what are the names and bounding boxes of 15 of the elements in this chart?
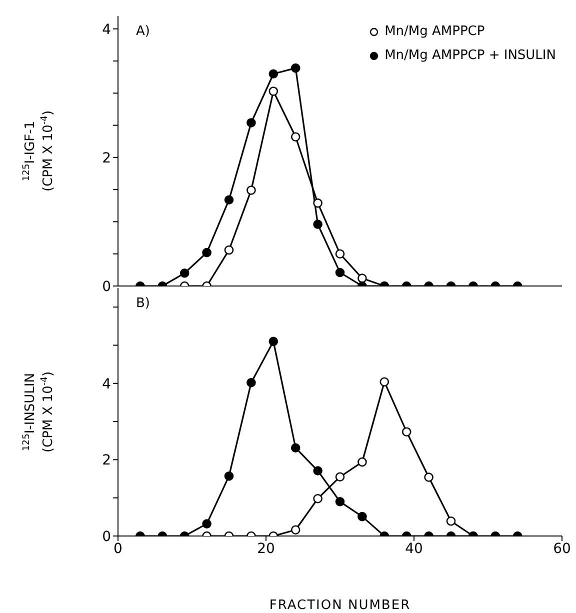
x-tick-label: 60	[553, 540, 571, 557]
y-tick-label: 4	[102, 22, 112, 38]
legend-label: Mn/Mg AMPPCP	[384, 23, 485, 41]
annotation: B)	[136, 296, 150, 311]
x-tick-label: 0	[114, 540, 122, 557]
y-tick-label: 2	[102, 452, 111, 469]
y-tick-label: 0	[102, 278, 111, 295]
x-axis-title: FRACTION NUMBER	[269, 598, 411, 613]
x-tick-label: 40	[405, 540, 423, 557]
annotation: A)	[136, 24, 150, 39]
legend-label: Mn/Mg AMPPCP + INSULIN	[384, 47, 556, 65]
y-tick-label: 4	[102, 376, 112, 392]
y-tick-label: 0	[102, 528, 111, 545]
x-tick-label: 20	[257, 540, 275, 557]
y-tick-label: 2	[102, 150, 111, 166]
